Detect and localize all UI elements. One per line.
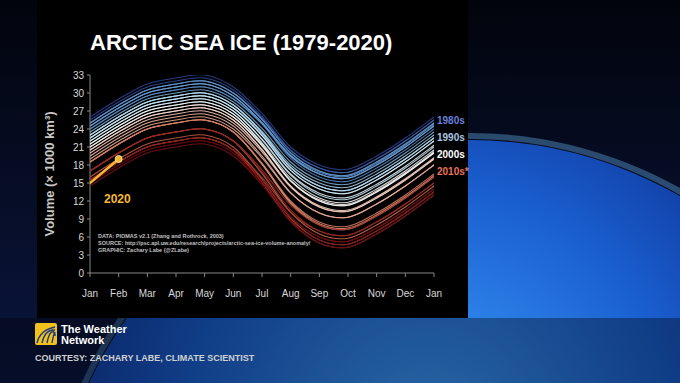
x-axis xyxy=(90,273,434,274)
chart-root: ARCTIC SEA ICE (1979-2020) Volume (× 1000… xyxy=(0,0,680,383)
title: ARCTIC SEA ICE (1979-2020) xyxy=(90,30,392,55)
logo-stripe xyxy=(42,330,55,343)
y-tick-label: 30 xyxy=(73,88,85,99)
series-marker xyxy=(115,156,122,163)
series-line xyxy=(90,141,434,248)
y-tick-label: 6 xyxy=(78,232,84,243)
x-tick xyxy=(405,273,406,277)
series-line xyxy=(90,108,434,212)
series-line xyxy=(90,120,434,230)
y-tick-label: 24 xyxy=(73,124,85,135)
x-tick-label: Jul xyxy=(256,288,269,299)
series-line xyxy=(90,144,434,245)
y-tick-label: 3 xyxy=(78,250,84,261)
y-tick-label: 27 xyxy=(73,106,85,117)
x-tick xyxy=(204,273,205,277)
x-tick-label: Apr xyxy=(168,288,184,299)
series-line xyxy=(90,138,434,242)
logo-stripe xyxy=(47,332,55,343)
x-tick xyxy=(147,273,148,277)
footer-band xyxy=(0,318,680,383)
credit: COURTESY: ZACHARY LABE, CLIMATE SCIENTIS… xyxy=(35,353,255,363)
y-tick-label: 21 xyxy=(73,142,85,153)
labels: 2020 1980s 1990s 2000s 2010s* DATA: PIOMAS v2… xyxy=(98,115,469,253)
logo: The WeatherNetwork xyxy=(35,323,128,346)
y-axis-label: Volume (× 1000 km³) xyxy=(42,111,57,236)
x-tick xyxy=(319,273,320,277)
x-tick-label: Aug xyxy=(282,288,300,299)
plot-area xyxy=(90,75,434,248)
logo-stripe xyxy=(52,333,55,343)
x-tick-label: Jan xyxy=(426,288,442,299)
x-tick-label: Oct xyxy=(340,288,356,299)
annotation: 2010s* xyxy=(437,166,469,177)
x-tick xyxy=(262,273,263,277)
series-label: 2020 xyxy=(104,192,131,206)
annotation: 2000s xyxy=(437,149,465,160)
logo-stripe xyxy=(37,327,55,343)
annotation: 1990s xyxy=(437,132,465,143)
y-tick-label: 0 xyxy=(78,268,84,279)
x-tick xyxy=(376,273,377,277)
series-line xyxy=(90,135,434,245)
x-tick-label: Dec xyxy=(396,288,414,299)
y-tick-label: 12 xyxy=(73,196,85,207)
x-tick xyxy=(434,273,435,277)
series-line xyxy=(90,102,434,206)
y-tick-label: 18 xyxy=(73,160,85,171)
y-axis xyxy=(90,75,91,273)
source-note: SOURCE: http://psc.apl.uw.edu/research/p… xyxy=(98,240,311,246)
x-tick xyxy=(176,273,177,277)
x-tick-label: May xyxy=(195,288,214,299)
chart-panel xyxy=(37,0,468,318)
x-tick xyxy=(118,273,119,277)
y-tick-label: 33 xyxy=(73,70,85,81)
x-tick-label: Jan xyxy=(82,288,98,299)
x-tick-label: Sep xyxy=(310,288,328,299)
y-tick-label: 9 xyxy=(78,214,84,225)
x-tick-label: Feb xyxy=(110,288,128,299)
series-line xyxy=(90,159,119,183)
x-tick-label: Nov xyxy=(368,288,386,299)
logo-text: Network xyxy=(61,334,105,346)
x-tick-label: Jun xyxy=(225,288,241,299)
x-tick xyxy=(233,273,234,277)
x-tick-label: Mar xyxy=(139,288,157,299)
x-tick xyxy=(348,273,349,277)
logo-icon xyxy=(35,323,57,345)
x-tick xyxy=(90,273,91,277)
annotation: 1980s xyxy=(437,115,465,126)
source-note: DATA: PIOMAS v2.1 (Zhang and Rothrock, 2… xyxy=(98,233,224,239)
source-note: GRAPHIC: Zachary Labe (@ZLabe) xyxy=(98,247,189,253)
series-line xyxy=(90,114,434,218)
x-tick xyxy=(290,273,291,277)
series-line xyxy=(90,141,434,242)
series-line xyxy=(90,138,434,248)
y-tick-label: 15 xyxy=(73,178,85,189)
